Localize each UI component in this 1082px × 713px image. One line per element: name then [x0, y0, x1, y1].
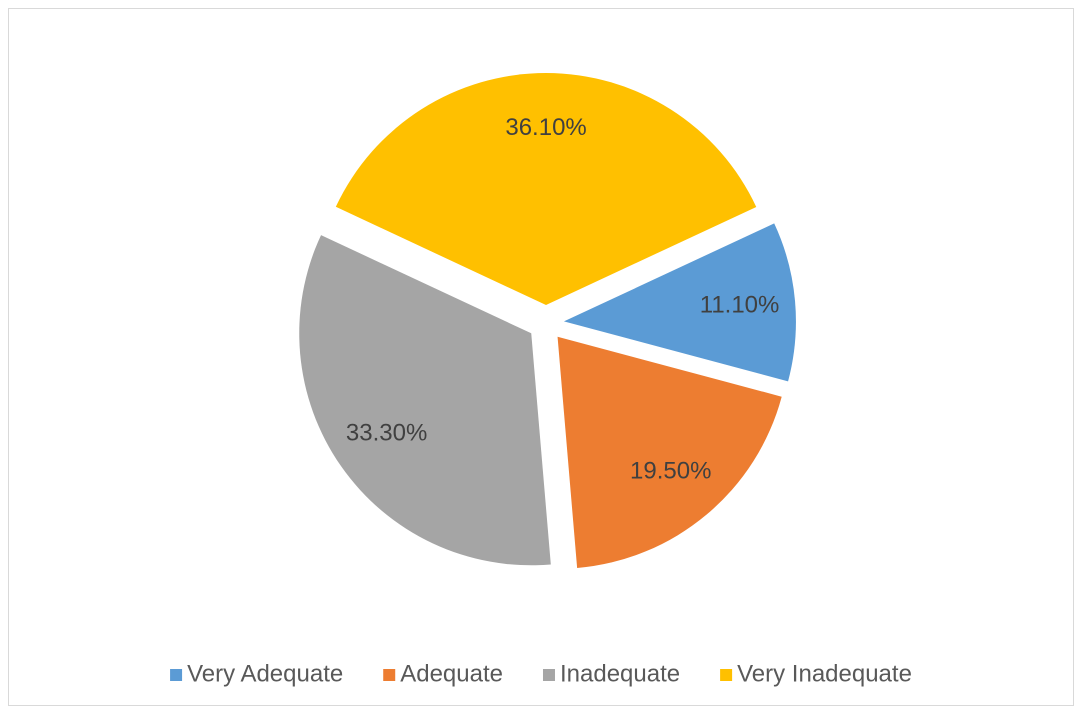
legend-label: Very Inadequate — [737, 660, 912, 687]
pie-slice — [557, 336, 782, 568]
legend-label: Very Adequate — [187, 660, 343, 687]
pie-slice — [335, 72, 757, 305]
pie-slice — [563, 223, 796, 382]
data-label: 33.30% — [346, 420, 427, 447]
data-label: 36.10% — [505, 114, 586, 141]
legend-swatch — [170, 669, 183, 681]
data-label: 11.10% — [700, 291, 780, 318]
legend-swatch — [542, 669, 555, 681]
legend-label: Inadequate — [560, 660, 680, 687]
legend-swatch — [383, 669, 396, 681]
pie-slice — [299, 235, 551, 566]
legend-label: Adequate — [400, 660, 503, 687]
legend-swatch — [720, 669, 733, 681]
data-label: 19.50% — [630, 457, 711, 484]
